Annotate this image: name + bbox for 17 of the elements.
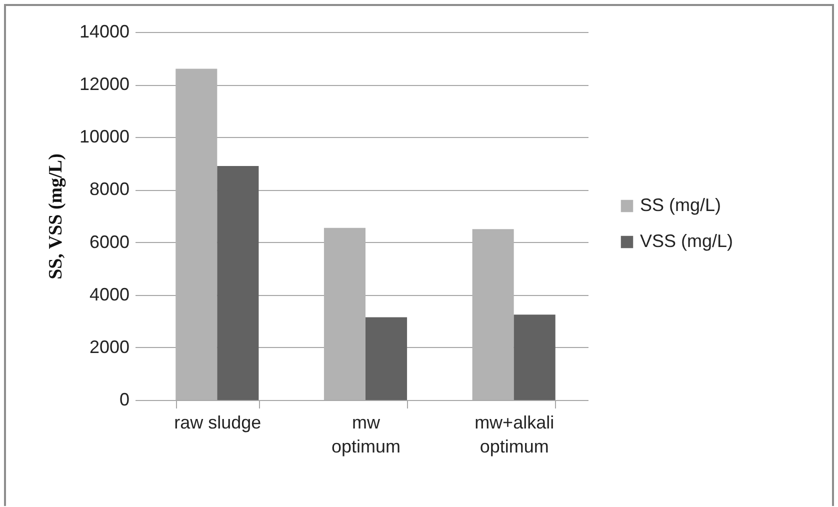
y-axis-title: SS, VSS (mg/L) <box>45 154 66 280</box>
legend-label: VSS (mg/L) <box>640 231 734 251</box>
x-tick-label: mw optimum <box>331 412 401 456</box>
legend-label: SS (mg/L) <box>640 195 722 215</box>
x-tick-label: raw sludge <box>174 412 262 432</box>
bar <box>217 166 259 400</box>
y-tick-label: 14000 <box>79 22 130 42</box>
bar <box>366 317 408 400</box>
y-tick-label: 10000 <box>79 126 130 147</box>
y-tick-label: 12000 <box>79 74 130 94</box>
bar <box>514 314 556 400</box>
y-tick-label: 8000 <box>89 179 130 200</box>
y-tick-label: 2000 <box>89 336 130 357</box>
y-tick-label: 4000 <box>89 284 130 304</box>
y-tick-label: 6000 <box>89 232 130 252</box>
x-tick-label: mw+alkali optimum <box>474 412 554 456</box>
y-tick-label: 0 <box>119 390 130 410</box>
